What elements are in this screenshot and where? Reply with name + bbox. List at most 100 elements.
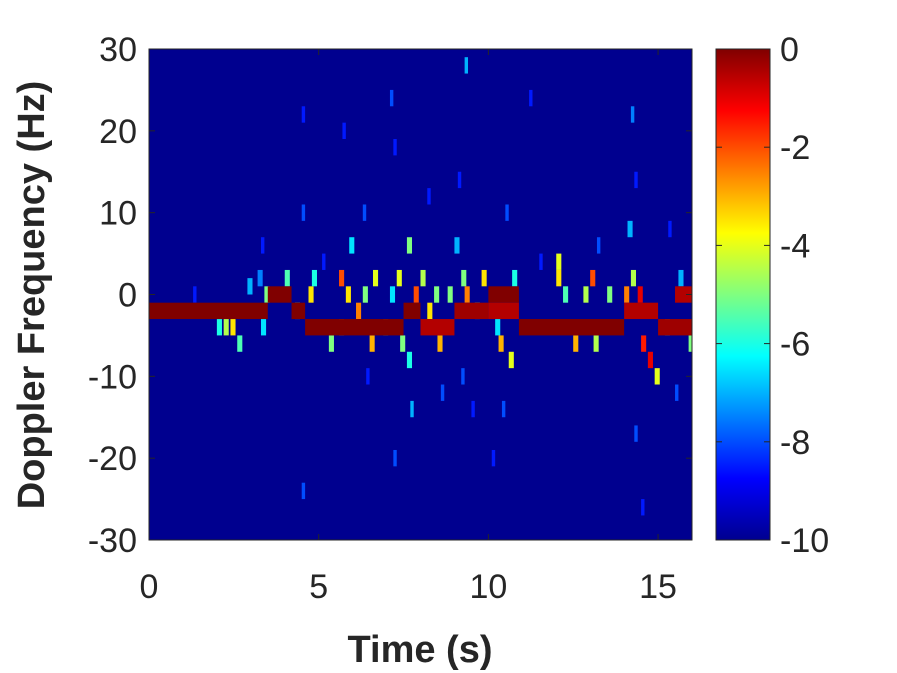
heatmap-band [675,286,692,303]
heatmap-cell [396,269,402,287]
colorbar-tick-label: -8 [780,424,810,462]
y-axis-label: Doppler Frequency (Hz) [11,81,53,510]
heatmap-cell [440,384,445,401]
colorbar: 0 -2 -4 -6 -8 -10 [715,31,829,560]
heatmap-cell [447,286,453,303]
heatmap-cell [311,269,317,287]
y-axis: 30 20 10 0 -10 -20 -30 [88,31,692,560]
heatmap-cell [406,351,413,369]
y-tick-label: 20 [99,113,137,151]
heatmap-cell [573,335,579,352]
heatmap-cell [630,269,637,287]
heatmap-cell [505,204,509,221]
heatmap-cell [491,449,496,467]
heatmap-cell [339,269,345,287]
heatmap-cell [637,286,643,303]
heatmap-cell [556,253,562,270]
heatmap-cell [328,335,334,352]
heatmap-cell [454,237,460,254]
heatmap-cells [149,57,692,516]
heatmap-band [291,302,306,320]
colorbar-tick-label: -10 [780,522,829,560]
heatmap-cell [362,204,367,221]
heatmap-cell [481,269,487,287]
heatmap-cell [630,106,635,123]
heatmap-cell [668,220,672,238]
heatmap-cell [495,319,501,336]
heatmap-cell [349,237,355,254]
x-axis: 0 5 10 15 [140,49,677,606]
heatmap-band [267,286,292,303]
heatmap-cell [427,188,431,205]
colorbar-tick-label: 0 [780,31,799,69]
heatmap-plot-area [148,48,693,541]
heatmap-cell [284,269,290,287]
heatmap-cell [461,368,465,385]
heatmap-cell [393,449,397,467]
heatmap-cell [237,335,243,352]
heatmap-cell [260,319,267,336]
heatmap-band [403,302,421,320]
heatmap-cell [369,335,375,352]
heatmap-cell [406,237,413,254]
heatmap-cell [464,286,470,303]
heatmap-cell [464,57,469,74]
y-tick-label: -10 [88,358,137,396]
heatmap-cell [362,286,368,303]
heatmap-cell [356,302,362,320]
x-tick-label: 5 [309,568,328,606]
heatmap-cell [654,368,660,385]
colorbar-gradient [716,49,770,540]
colorbar-frame [715,48,771,541]
heatmap-band [624,302,659,320]
heatmap-cell [539,253,543,270]
x-tick-label: 0 [140,568,159,606]
heatmap-cell [471,400,475,418]
heatmap-cell [389,89,394,107]
heatmap-cell [634,425,638,442]
heatmap-cell [342,122,346,140]
heatmap-cell [590,269,596,287]
heatmap-cell [420,269,426,287]
heatmap-cell [512,269,518,287]
heatmap-cell [257,269,263,287]
heatmap-cell [583,286,589,303]
heatmap-cell [264,286,270,303]
heatmap-cell [437,335,443,352]
heatmap-band [149,302,268,320]
colorbar-tick-label: -6 [780,326,810,364]
heatmap-cell [434,286,440,303]
heatmap-cell [647,351,653,369]
heatmap-cell [308,286,314,303]
heatmap-cell [366,368,370,385]
heatmap-cell [641,335,647,352]
heatmap-cell [393,139,397,156]
y-tick-label: 10 [99,195,137,233]
heatmap-cell [529,89,533,107]
x-tick-label: 15 [639,568,677,606]
heatmap-band [488,302,519,320]
heatmap-cell [563,286,569,303]
y-tick-label: 0 [118,277,137,315]
heatmap-cell [624,286,630,303]
heatmap-cell [501,400,506,418]
heatmap-cell [556,269,562,287]
heatmap-cell [461,269,467,287]
y-tick-label: -20 [88,440,137,478]
heatmap-cell [675,384,679,401]
heatmap-cell [260,237,265,254]
colorbar-tick-label: -2 [780,129,810,167]
y-tick-label: -30 [88,522,137,560]
heatmap-band [454,302,489,320]
heatmap-cell [322,253,326,270]
heatmap-cell [498,335,504,352]
x-axis-label: Time (s) [347,629,492,671]
heatmap-cell [634,171,638,189]
heatmap-cell [301,482,306,500]
heatmap-cell [688,335,692,352]
heatmap-band [518,319,625,336]
heatmap-band [420,319,455,336]
heatmap-cell [223,319,229,336]
heatmap-cell [193,286,197,303]
